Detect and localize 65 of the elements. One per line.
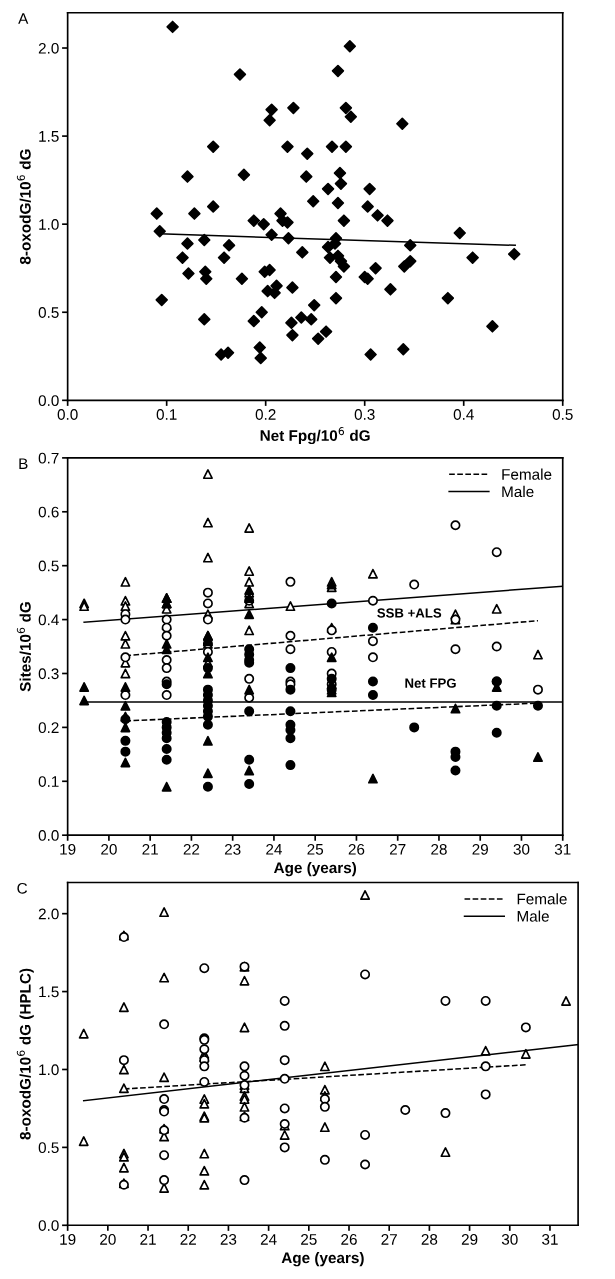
y-tick-label: 2.0 <box>38 908 59 920</box>
y-tick-label: 0.0 <box>38 830 59 841</box>
y-tick-label: 0.6 <box>38 506 59 518</box>
x-tick-label: 31 <box>542 1234 558 1245</box>
chart-title: C <box>17 882 28 894</box>
legend-label: Female <box>502 468 552 480</box>
x-tick-label: 28 <box>431 843 447 855</box>
x-tick-label: 28 <box>421 1234 438 1245</box>
x-tick-label: 21 <box>140 1234 156 1245</box>
x-tick-label: 31 <box>554 843 571 855</box>
y-tick-label: 0.4 <box>38 614 59 626</box>
x-tick-label: 19 <box>60 1234 76 1245</box>
x-axis-title: Age (years) <box>273 861 357 877</box>
y-tick-label: 0.2 <box>38 722 59 734</box>
y-tick-label: 0.0 <box>38 1220 59 1231</box>
x-tick-label: 23 <box>224 843 241 855</box>
x-tick-label: 22 <box>183 843 200 855</box>
legend-label: Male <box>517 910 549 922</box>
x-tick-label: 20 <box>100 1234 116 1245</box>
x-tick-label: 29 <box>461 1234 478 1245</box>
x-tick-label: 25 <box>307 843 324 855</box>
x-tick-label: 26 <box>341 1234 357 1245</box>
x-tick-label: 19 <box>60 843 76 855</box>
x-tick-label: 22 <box>180 1234 196 1245</box>
y-tick-label: 0.5 <box>38 1142 59 1154</box>
x-tick-label: 26 <box>348 843 365 855</box>
y-tick-label: 0.0 <box>38 395 59 407</box>
legend-label: Male <box>502 485 534 498</box>
chart-title: A <box>18 13 29 24</box>
y-axis-title: Sites/10$^{6}$ dG <box>16 602 31 692</box>
y-tick-label: 2.0 <box>38 42 59 54</box>
x-axis-title: Net Fpg/10$^{6}$ dG <box>260 427 370 445</box>
x-tick-label: 30 <box>513 843 530 855</box>
x-tick-label: 24 <box>266 843 282 855</box>
chart-title: B <box>19 458 28 469</box>
x-tick-label: 23 <box>220 1234 237 1245</box>
x-tick-label: 0.2 <box>255 409 276 420</box>
x-tick-label: 0.3 <box>354 409 375 420</box>
x-tick-label: 29 <box>472 843 488 855</box>
x-tick-label: 21 <box>142 843 158 855</box>
y-tick-label: 0.5 <box>38 560 59 572</box>
x-tick-label: 0.5 <box>552 409 573 420</box>
x-tick-label: 30 <box>501 1234 518 1245</box>
y-tick-label: 1.5 <box>39 131 59 142</box>
y-tick-label: 0.5 <box>38 307 59 318</box>
x-tick-label: 27 <box>389 843 406 855</box>
annotation: Net FPG <box>405 678 456 688</box>
y-tick-label: 1.0 <box>39 1064 59 1076</box>
x-tick-label: 27 <box>381 1234 397 1245</box>
x-tick-label: 0.4 <box>453 409 474 420</box>
legend-label: Female <box>517 893 567 905</box>
x-tick-label: 24 <box>260 1234 277 1245</box>
y-tick-label: 0.3 <box>38 668 59 680</box>
x-tick-label: 0.1 <box>156 409 177 420</box>
y-axis-title: 8-oxodG/10$^{6}$ dG (HPLC) <box>16 968 34 1140</box>
x-tick-label: 25 <box>301 1234 317 1245</box>
y-tick-label: 0.7 <box>38 452 59 464</box>
y-axis-title: 8-oxodG/10$^{6}$ dG <box>16 149 31 265</box>
x-tick-label: 20 <box>101 843 117 855</box>
x-axis-title: Age (years) <box>281 1252 364 1267</box>
y-tick-label: 1.5 <box>39 986 59 998</box>
annotation: SSB +ALS <box>377 608 442 618</box>
y-tick-label: 1.0 <box>39 219 59 230</box>
x-tick-label: 0.0 <box>57 409 78 420</box>
y-tick-label: 0.1 <box>38 776 59 787</box>
